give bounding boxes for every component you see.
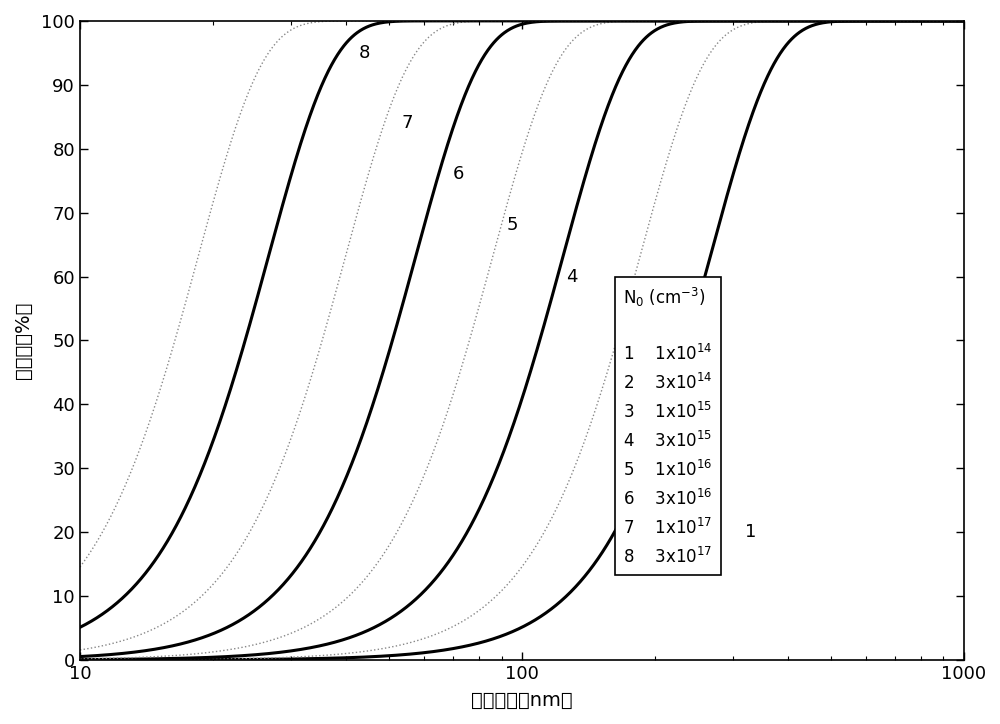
Text: 7: 7 [401,114,413,132]
Text: 6: 6 [453,165,464,183]
Text: 2: 2 [699,447,711,464]
Text: 4: 4 [566,267,578,285]
Text: $\mathrm{N_0\ (cm^{-3})}$

1    1x10$^{14}$
2    3x10$^{14}$
3    1x10$^{15}$
4 : $\mathrm{N_0\ (cm^{-3})}$ 1 1x10$^{14}$ … [623,286,713,566]
X-axis label: 泡孔大小（nm）: 泡孔大小（nm） [471,691,573,710]
Text: 8: 8 [359,44,370,62]
Text: 3: 3 [639,344,651,362]
Y-axis label: 孔隙率（%）: 孔隙率（%） [14,302,33,379]
Text: 1: 1 [745,523,757,541]
Text: 5: 5 [506,216,518,235]
